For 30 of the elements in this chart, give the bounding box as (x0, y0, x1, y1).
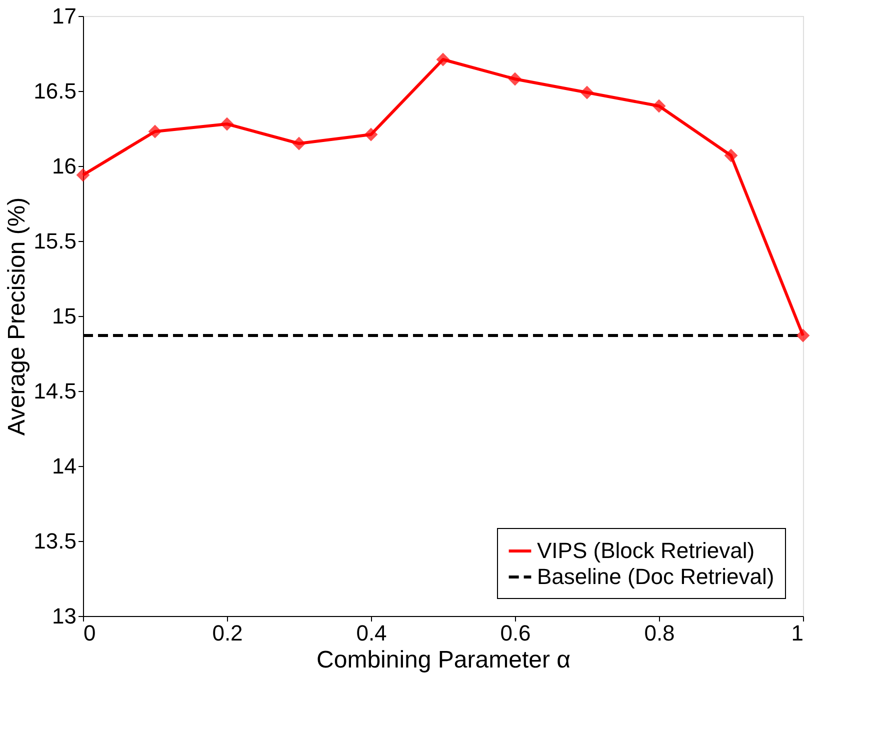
point (148, 124, 162, 138)
point (76, 168, 90, 182)
point (364, 128, 378, 142)
y-tick-label: 13 (52, 604, 76, 628)
legend-label: Baseline (Doc Retrieval) (537, 564, 774, 589)
x-tick-label: 1 (791, 620, 804, 646)
x-tick-label: 0.2 (212, 620, 243, 646)
point (220, 117, 234, 131)
y-tick-label: 16.5 (34, 78, 76, 104)
point (652, 99, 666, 113)
point (796, 328, 810, 342)
y-tick-label: 17 (52, 4, 76, 28)
x-tick-label: 0.4 (356, 620, 387, 646)
x-tick-label: 0.8 (644, 620, 675, 646)
x-tick-label: 0 (84, 620, 96, 646)
y-tick-label: 14.5 (34, 378, 76, 404)
legend-label: VIPS (Block Retrieval) (537, 538, 755, 563)
point (292, 136, 306, 150)
y-tick-label: 15.5 (34, 228, 76, 254)
y-tick-label: 13.5 (34, 528, 76, 554)
y-axis-title: Average Precision (%) (4, 197, 31, 436)
point (724, 148, 738, 162)
point (436, 52, 450, 66)
y-tick-label: 14 (52, 454, 76, 478)
y-tick-label: 15 (52, 304, 76, 328)
x-axis-title: Combining Parameter α (316, 646, 571, 674)
point (508, 72, 522, 86)
y-tick-label: 16 (52, 154, 76, 178)
x-tick-label: 0.6 (500, 620, 531, 646)
point (580, 86, 594, 100)
